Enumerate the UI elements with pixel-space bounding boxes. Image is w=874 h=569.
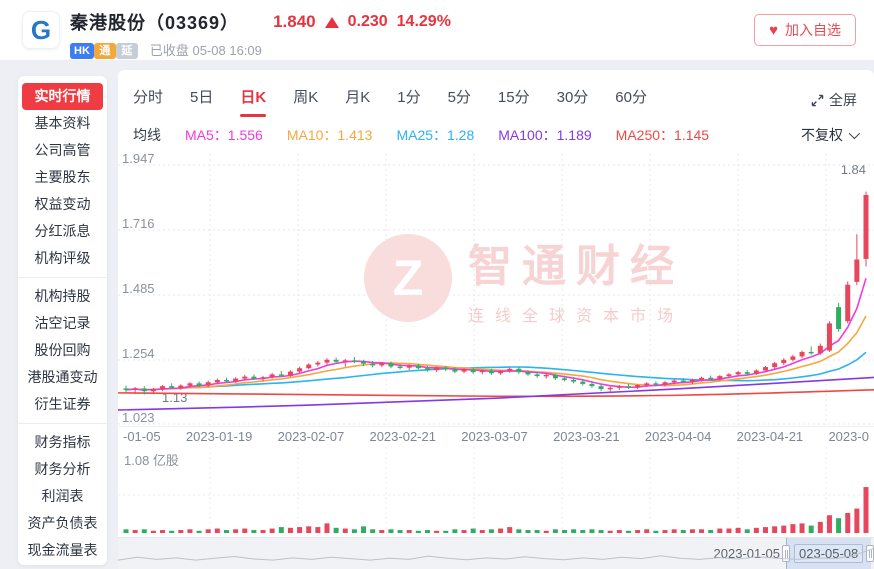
x-axis-tick: 2023-03-07 bbox=[461, 427, 528, 446]
stock-detail-page: G 秦港股份（03369） 1.840 0.230 14.29% HK通延 已收… bbox=[0, 0, 874, 569]
tab-分时[interactable]: 分时 bbox=[133, 86, 163, 117]
x-axis-tick: -01-05 bbox=[123, 427, 161, 446]
x-axis-tick: 2023-04-21 bbox=[737, 427, 804, 446]
tab-5日[interactable]: 5日 bbox=[190, 86, 213, 117]
market-badges: HK通延 bbox=[70, 41, 138, 59]
sidebar-item[interactable]: 机构评级 bbox=[22, 245, 103, 272]
sidebar-item[interactable]: 利润表 bbox=[22, 483, 103, 510]
ma-value-MA25: MA25：1.28 bbox=[396, 125, 474, 145]
fullscreen-label: 全屏 bbox=[829, 90, 857, 110]
tab-周K[interactable]: 周K bbox=[293, 86, 318, 117]
x-axis-tick: 2023-01-19 bbox=[186, 427, 253, 446]
tab-15分[interactable]: 15分 bbox=[498, 86, 530, 117]
sidebar-item[interactable]: 基本资料 bbox=[22, 110, 103, 137]
ma-value-MA250: MA250：1.145 bbox=[616, 125, 709, 145]
fullscreen-button[interactable]: 全屏 bbox=[811, 90, 857, 110]
market-badge: 通 bbox=[94, 43, 116, 59]
add-favorite-label: 加入自选 bbox=[785, 20, 841, 40]
price-change: 0.230 bbox=[348, 13, 388, 31]
market-badge: 延 bbox=[116, 43, 138, 59]
ma-value-MA5: MA5：1.556 bbox=[185, 125, 263, 145]
chevron-down-icon bbox=[849, 128, 860, 139]
x-axis-tick: 2023-04-04 bbox=[645, 427, 712, 446]
adjust-type-dropdown[interactable]: 不复权 bbox=[801, 125, 857, 145]
sidebar-item[interactable]: 分红派息 bbox=[22, 218, 103, 245]
tab-5分[interactable]: 5分 bbox=[448, 86, 471, 117]
x-axis-tick: 2023-02-07 bbox=[278, 427, 345, 446]
market-badge: HK bbox=[70, 43, 94, 59]
sidebar-item[interactable]: 公司高管 bbox=[22, 137, 103, 164]
arrow-up-icon bbox=[325, 17, 339, 28]
candlestick-chart[interactable]: 1.947 1.716 1.485 1.254 1.023 1.84 1.13 bbox=[118, 150, 874, 425]
candlestick-canvas bbox=[118, 150, 874, 425]
heart-icon: ♥ bbox=[769, 22, 778, 39]
ma-legend-title: 均线 bbox=[133, 125, 161, 145]
sidebar-item[interactable]: 权益变动 bbox=[22, 191, 103, 218]
navigator-canvas bbox=[118, 538, 874, 569]
x-axis-tick: 2023-0 bbox=[828, 427, 868, 446]
chart-panel: 分时 5日日K 周K 月K 1分 5分 15分 30分 60分 全屏 均线 MA5：1.556 M… bbox=[118, 70, 874, 569]
market-status: 已收盘 05-08 16:09 bbox=[150, 40, 262, 59]
volume-chart[interactable]: 1.08 亿股 bbox=[118, 447, 874, 535]
x-axis: -01-05 2023-01-19 2023-02-07 2023-02-21 2023… bbox=[118, 426, 874, 446]
x-axis-tick: 2023-02-21 bbox=[369, 427, 436, 446]
stock-title: 秦港股份（03369） bbox=[70, 9, 239, 35]
sidebar-item[interactable]: 财务分析 bbox=[22, 456, 103, 483]
price-change-pct: 14.29% bbox=[397, 13, 451, 31]
sidebar-item[interactable]: 机构持股 bbox=[22, 283, 103, 310]
period-tabs: 分时 5日日K 周K 月K 1分 5分 15分 30分 60分 bbox=[133, 86, 647, 117]
expand-icon bbox=[811, 94, 824, 107]
ma-value-MA100: MA100：1.189 bbox=[498, 125, 591, 145]
tab-日K[interactable]: 日K bbox=[240, 86, 266, 117]
company-logo-icon: G bbox=[22, 11, 60, 49]
tab-60分[interactable]: 60分 bbox=[615, 86, 647, 117]
sidebar-item[interactable]: 现金流量表 bbox=[22, 537, 103, 564]
last-price: 1.840 bbox=[273, 12, 316, 32]
sidebar-item[interactable]: 港股通变动 bbox=[22, 364, 103, 391]
sidebar-item[interactable]: 股份回购 bbox=[22, 337, 103, 364]
add-favorite-button[interactable]: ♥ 加入自选 bbox=[754, 14, 856, 46]
sidebar-item[interactable]: 实时行情 bbox=[22, 83, 103, 110]
sidebar-item[interactable]: 资产负债表 bbox=[22, 510, 103, 537]
sidebar-item[interactable]: 衍生证券 bbox=[22, 391, 103, 418]
tab-月K[interactable]: 月K bbox=[345, 86, 370, 117]
tab-30分[interactable]: 30分 bbox=[557, 86, 589, 117]
header: G 秦港股份（03369） 1.840 0.230 14.29% HK通延 已收… bbox=[0, 0, 874, 60]
ma-legend: 均线 MA5：1.556 MA10：1.413 MA25：1.28 MA100：1.1… bbox=[133, 125, 709, 145]
x-axis-tick: 2023-03-21 bbox=[553, 427, 620, 446]
sidebar-item[interactable]: 主要股东 bbox=[22, 164, 103, 191]
sidebar-item[interactable]: 财务指标 bbox=[22, 429, 103, 456]
tab-1分[interactable]: 1分 bbox=[397, 86, 420, 117]
adjust-type-value: 不复权 bbox=[801, 125, 843, 145]
sidebar-item[interactable]: 沽空记录 bbox=[22, 310, 103, 337]
volume-canvas bbox=[118, 447, 874, 535]
date-range-navigator[interactable]: 2023-01-05 023-05-08 bbox=[118, 537, 874, 569]
sidebar-menu: 实时行情基本资料公司高管主要股东权益变动分红派息机构评级机构持股沽空记录股份回购… bbox=[18, 76, 107, 565]
ma-value-MA10: MA10：1.413 bbox=[287, 125, 373, 145]
